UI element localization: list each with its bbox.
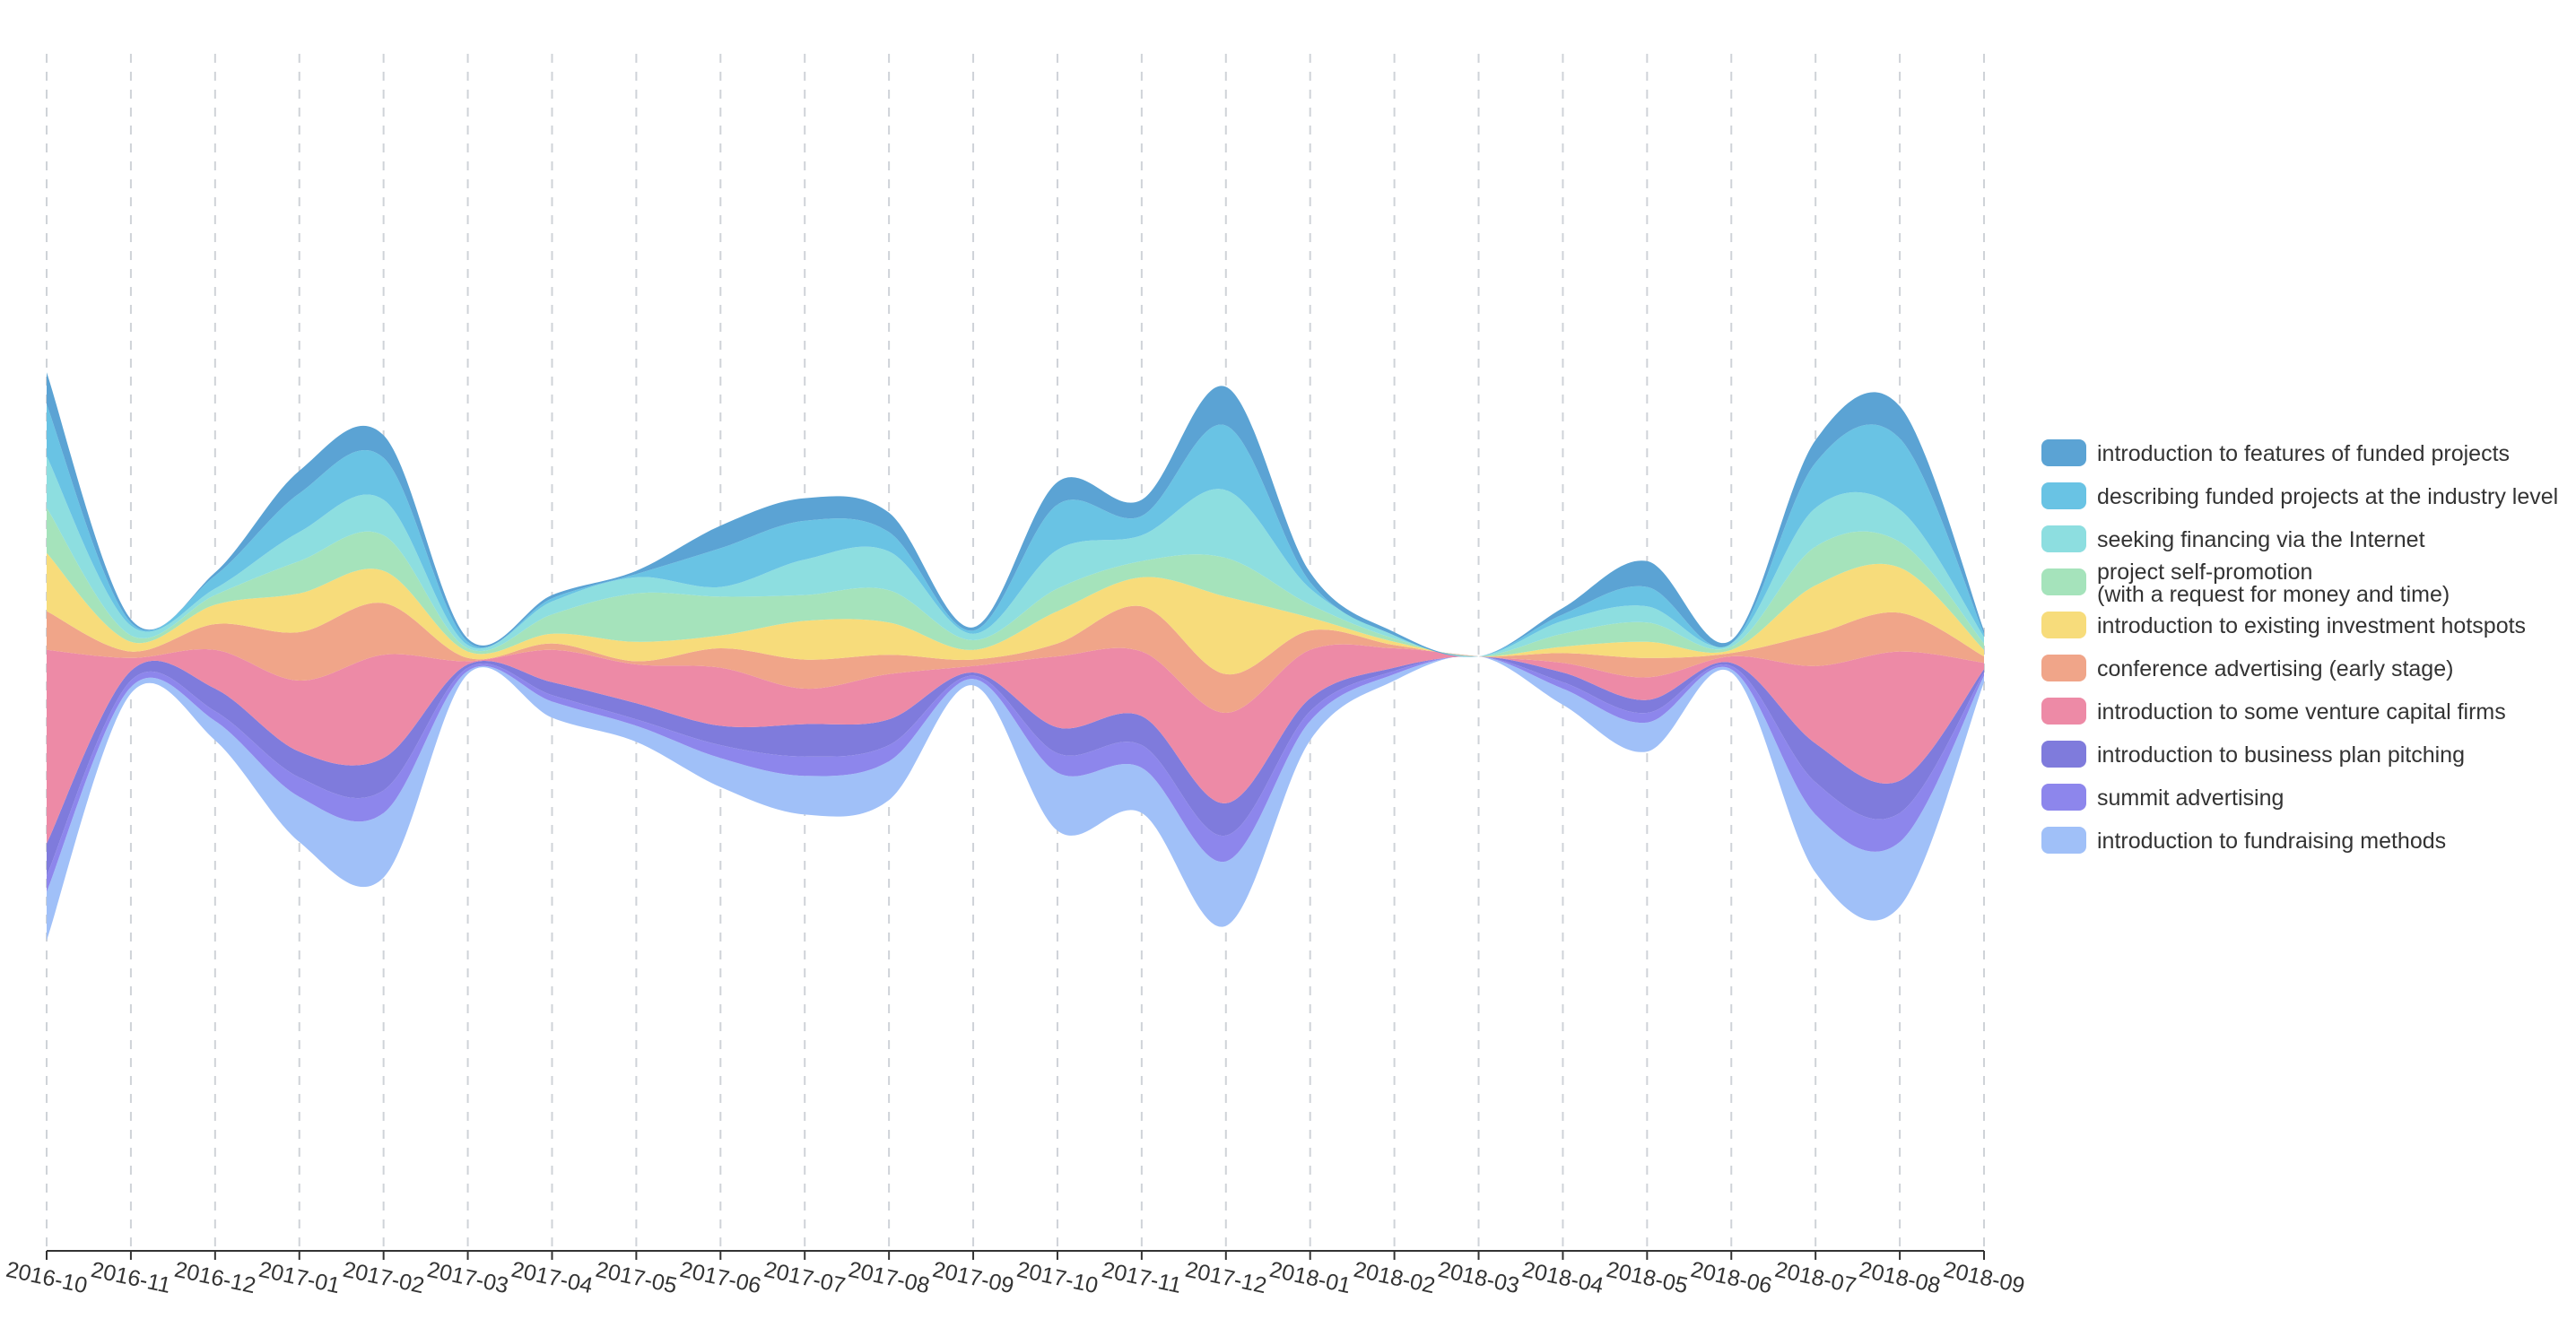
x-tick-label: 2018-07: [1772, 1257, 1858, 1298]
legend-swatch: [2041, 655, 2086, 681]
legend-label: summit advertising: [2097, 785, 2284, 811]
x-tick-label: 2018-06: [1688, 1257, 1774, 1298]
x-tick-label: 2018-01: [1267, 1257, 1353, 1298]
x-tick-label: 2017-11: [1100, 1257, 1184, 1298]
stream-conference-advertising-early-stage[interactable]: [47, 603, 1984, 714]
x-tick-label: 2017-12: [1183, 1257, 1269, 1298]
stream-layer: [47, 372, 1984, 941]
legend-item[interactable]: seeking financing via the Internet: [2041, 525, 2425, 552]
x-tick-label: 2017-05: [594, 1257, 680, 1298]
x-tick-label: 2017-04: [509, 1257, 596, 1298]
legend-swatch: [2041, 741, 2086, 768]
legend-item[interactable]: introduction to fundraising methods: [2041, 827, 2446, 854]
legend-label: project self-promotion (with a request fo…: [2097, 560, 2450, 607]
legend-swatch: [2041, 482, 2086, 509]
legend-item[interactable]: summit advertising: [2041, 784, 2284, 811]
x-tick-label: 2017-08: [846, 1257, 932, 1298]
legend-swatch: [2041, 827, 2086, 854]
legend-swatch: [2041, 568, 2086, 595]
legend-label: introduction to features of funded proje…: [2097, 441, 2510, 466]
x-tick-label: 2017-02: [341, 1257, 427, 1298]
legend-item[interactable]: introduction to features of funded proje…: [2041, 439, 2510, 466]
legend-item[interactable]: project self-promotion (with a request fo…: [2041, 560, 2450, 607]
legend-swatch: [2041, 525, 2086, 552]
legend-label: introduction to fundraising methods: [2097, 829, 2446, 854]
legend-label: introduction to some venture capital fir…: [2097, 699, 2506, 725]
x-tick-label: 2018-02: [1352, 1257, 1438, 1298]
legend-swatch: [2041, 698, 2086, 725]
legend-label: conference advertising (early stage): [2097, 656, 2453, 681]
legend-swatch: [2041, 439, 2086, 466]
legend-label: describing funded projects at the indust…: [2097, 484, 2558, 509]
legend-label: introduction to business plan pitching: [2097, 742, 2465, 768]
x-tick-label: 2017-03: [425, 1257, 511, 1298]
legend-swatch: [2041, 612, 2086, 638]
x-tick-label: 2018-09: [1941, 1257, 2027, 1298]
x-tick-label: 2017-10: [1014, 1257, 1101, 1298]
legend: introduction to features of funded proje…: [2041, 439, 2558, 854]
stream-seeking-financing-via-the-internet[interactable]: [47, 456, 1984, 657]
legend-item[interactable]: introduction to business plan pitching: [2041, 741, 2465, 768]
x-tick-label: 2017-06: [678, 1257, 764, 1298]
x-tick-label: 2018-05: [1605, 1257, 1691, 1298]
legend-label: seeking financing via the Internet: [2097, 527, 2425, 552]
stream-introduction-to-some-venture-capital-firms[interactable]: [47, 644, 1984, 844]
x-tick-label: 2018-08: [1857, 1257, 1943, 1298]
stream-introduction-to-existing-investment-hotspots[interactable]: [47, 552, 1984, 675]
legend-item[interactable]: introduction to existing investment hots…: [2041, 612, 2526, 638]
legend-item[interactable]: describing funded projects at the indust…: [2041, 482, 2558, 509]
x-tick-label: 2018-03: [1436, 1257, 1522, 1298]
legend-item[interactable]: introduction to some venture capital fir…: [2041, 698, 2506, 725]
x-tick-label: 2018-04: [1520, 1257, 1606, 1298]
x-tick-label: 2017-01: [257, 1257, 343, 1298]
x-tick-label: 2016-11: [89, 1257, 173, 1298]
x-tick-label: 2017-07: [761, 1257, 848, 1298]
stream-project-self-promotion[interactable]: [47, 508, 1984, 657]
legend-swatch: [2041, 784, 2086, 811]
legend-item[interactable]: conference advertising (early stage): [2041, 655, 2453, 681]
x-tick-label: 2016-10: [4, 1257, 90, 1298]
legend-label: introduction to existing investment hots…: [2097, 613, 2526, 638]
stream-introduction-to-business-plan-pitching[interactable]: [47, 655, 1984, 876]
x-tick-label: 2017-09: [930, 1257, 1016, 1298]
x-tick-label: 2016-12: [172, 1257, 258, 1298]
x-axis: 2016-10 2016-11 2016-122017-012017-022017-…: [4, 1250, 2027, 1298]
